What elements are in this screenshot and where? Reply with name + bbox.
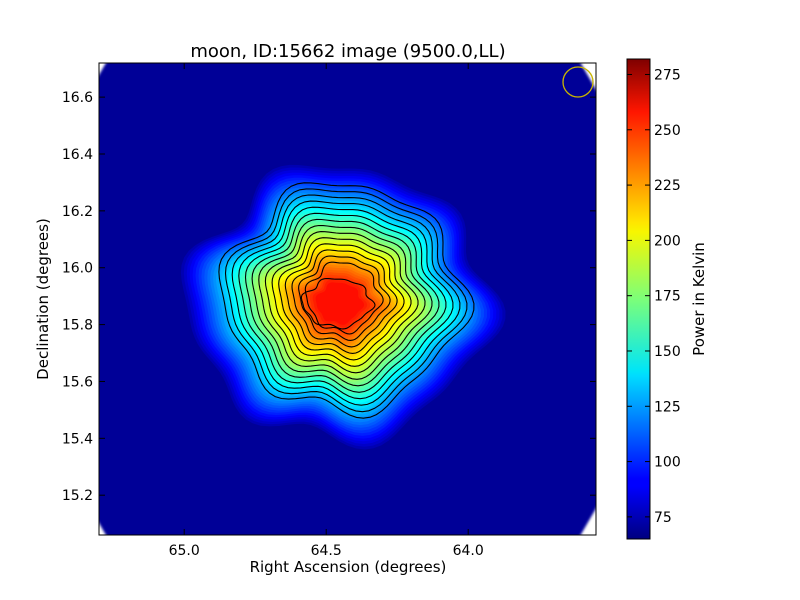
contour-line — [231, 194, 461, 406]
y-tick-label: 15.4 — [62, 431, 93, 447]
contour-line — [298, 255, 391, 341]
contour-line — [238, 200, 454, 400]
colorbar-tick-label: 275 — [654, 67, 681, 83]
y-tick-label: 16.2 — [62, 204, 93, 220]
colorbar-ticks: 75 100 125 150 175 200 225 250 275 — [627, 67, 681, 526]
beam-circle — [562, 66, 594, 98]
y-tick-label: 15.2 — [62, 488, 93, 504]
y-tick-label: 16.6 — [62, 90, 93, 106]
y-tick-label: 15.8 — [62, 318, 93, 334]
plot-frame — [98, 62, 597, 536]
x-axis-label: Right Ascension (degrees) — [250, 558, 447, 576]
contour-line — [244, 206, 447, 393]
x-tick-label: 65.0 — [169, 543, 200, 559]
y-axis-label: Declination (degrees) — [34, 218, 52, 380]
colorbar-tick-label: 100 — [654, 455, 681, 471]
contour-line — [271, 231, 419, 367]
contour-lines — [218, 182, 475, 419]
contour-line — [291, 249, 398, 348]
contour-line — [304, 261, 384, 335]
source-heatmap — [178, 162, 509, 453]
colorbar-tick-label: 200 — [654, 233, 681, 249]
colorbar-tick-label: 225 — [654, 178, 681, 194]
x-tick-label: 64.5 — [311, 543, 342, 559]
chart-title: moon, ID:15662 image (9500.0,LL) — [190, 41, 505, 62]
contour-line — [258, 218, 433, 380]
contour-line — [264, 224, 426, 374]
contour-line — [284, 243, 405, 354]
colorbar-label: Power in Kelvin — [690, 242, 708, 356]
heat-level — [315, 282, 365, 325]
colorbar-frame — [626, 58, 651, 540]
y-tick-label: 16.0 — [62, 261, 93, 277]
contour-line — [251, 212, 440, 387]
colorbar-tick-label: 125 — [654, 399, 681, 415]
colorbar-tick-label: 175 — [654, 289, 681, 305]
y-axis-ticks: 15.2 15.4 15.6 15.8 16.0 16.2 16.4 16.6 — [62, 90, 596, 504]
x-tick-label: 64.0 — [453, 543, 484, 559]
y-tick-label: 15.6 — [62, 374, 93, 390]
colorbar-tick-label: 75 — [654, 510, 672, 526]
contour-line — [224, 188, 468, 413]
colorbar-tick-label: 150 — [654, 344, 681, 360]
x-axis-ticks: 65.0 64.5 64.0 — [169, 63, 484, 559]
colorbar-gradient — [627, 59, 650, 539]
contour-line — [218, 182, 475, 419]
colorbar-tick-label: 250 — [654, 123, 681, 139]
y-tick-label: 16.4 — [62, 147, 93, 163]
contour-line — [300, 277, 376, 330]
contour-line — [278, 237, 412, 361]
